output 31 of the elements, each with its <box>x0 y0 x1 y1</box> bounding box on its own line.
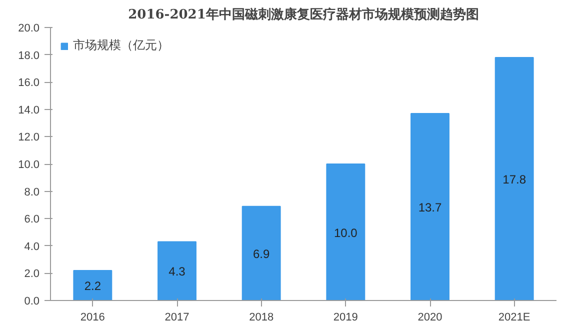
y-tick-label: 14.0 <box>18 104 40 116</box>
legend-label: 市场规模（亿元） <box>73 37 169 54</box>
x-tick-label: 2016 <box>80 312 105 324</box>
y-tick-label: 4.0 <box>24 240 40 253</box>
chart-title: 2016-2021年中国磁刺激康复医疗器材市场规模预测趋势图 <box>128 6 479 22</box>
text: 10.0 <box>334 226 358 240</box>
x-tick-label: 2019 <box>333 312 358 324</box>
x-tick-label: 2021E <box>498 312 530 324</box>
bar <box>494 57 534 300</box>
y-tick-label: 0.0 <box>24 296 40 308</box>
x-tick-label: 2018 <box>249 312 274 324</box>
bar <box>326 164 366 300</box>
text: 6.9 <box>252 246 270 261</box>
y-tick-label: 18.0 <box>18 50 40 62</box>
x-tick-label: 2020 <box>418 312 442 324</box>
bar <box>410 112 450 300</box>
y-tick-label: 8.0 <box>24 186 40 198</box>
text: 17.8 <box>502 172 526 187</box>
x-tick-label: 2017 <box>164 312 190 324</box>
text: 13.7 <box>418 200 442 214</box>
y-tick-label: 10.0 <box>18 159 40 171</box>
y-tick-label: 16.0 <box>18 77 40 90</box>
text: 4.3 <box>168 264 186 279</box>
y-tick-label: 6.0 <box>24 214 40 226</box>
y-tick-label: 12.0 <box>18 132 40 144</box>
bar <box>158 241 196 300</box>
bar <box>73 270 112 300</box>
bar <box>242 206 281 300</box>
y-tick-label: 20.0 <box>18 22 40 34</box>
y-tick-label: 2.0 <box>24 268 40 280</box>
text: 2.2 <box>84 278 102 293</box>
